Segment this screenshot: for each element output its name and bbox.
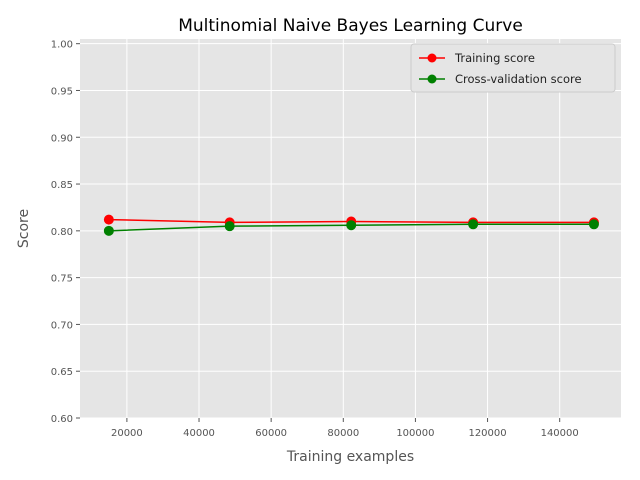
legend-marker-cross-validation xyxy=(427,74,437,84)
x-tick-label: 80000 xyxy=(327,428,359,439)
y-tick-label: 0.60 xyxy=(51,414,73,425)
series-lines xyxy=(103,214,599,236)
data-point xyxy=(468,219,479,230)
data-point xyxy=(103,214,114,225)
data-point xyxy=(224,221,235,232)
y-tick-label: 1.00 xyxy=(51,40,73,51)
x-tick-label: 40000 xyxy=(183,428,215,439)
grid xyxy=(80,39,621,419)
x-tick-label: 60000 xyxy=(255,428,287,439)
y-tick-label: 0.65 xyxy=(51,367,73,378)
y-tick-label: 0.75 xyxy=(51,274,73,285)
y-tick-label: 0.85 xyxy=(51,180,73,191)
legend-box xyxy=(410,43,616,93)
y-tick-label: 0.95 xyxy=(51,86,73,97)
data-point xyxy=(588,219,599,230)
chart-title: Multinomial Naive Bayes Learning Curve xyxy=(178,16,523,36)
y-axis-ticks: 0.60 0.65 0.70 0.75 0.80 0.85 0.90 0.95 1.00 xyxy=(51,40,80,425)
legend-label-training: Training score xyxy=(454,51,535,65)
x-axis-ticks: 20000 40000 60000 80000 100000 120000 140000 xyxy=(111,418,579,439)
x-axis-label: Training examples xyxy=(286,449,414,465)
x-tick-label: 120000 xyxy=(468,428,506,439)
y-tick-label: 0.70 xyxy=(51,320,73,331)
x-tick-label: 20000 xyxy=(111,428,143,439)
x-tick-label: 140000 xyxy=(541,428,579,439)
y-tick-label: 0.80 xyxy=(51,227,73,238)
legend-marker-training xyxy=(427,53,437,63)
data-point xyxy=(103,225,114,236)
data-point xyxy=(346,220,357,231)
legend: Training score Cross-validation score xyxy=(410,43,616,93)
y-tick-label: 0.90 xyxy=(51,133,73,144)
x-tick-label: 100000 xyxy=(396,428,434,439)
legend-label-cross-validation: Cross-validation score xyxy=(455,72,582,86)
y-axis-label: Score xyxy=(16,209,32,248)
